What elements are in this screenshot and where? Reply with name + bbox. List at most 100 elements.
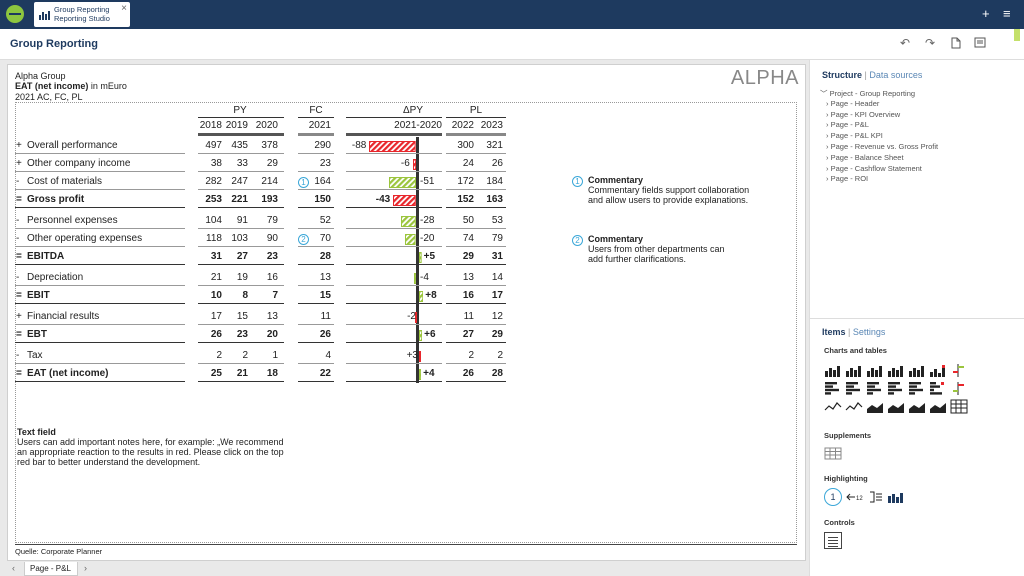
delta-bar[interactable] bbox=[419, 351, 421, 362]
variance-bar-icon[interactable] bbox=[950, 381, 968, 396]
value-arrow-icon[interactable]: 12 bbox=[846, 490, 866, 504]
tree-item[interactable]: › Page - Cashflow Statement bbox=[826, 163, 922, 173]
undo-icon[interactable]: ↶ bbox=[900, 36, 911, 50]
column-chart-icon[interactable] bbox=[887, 363, 905, 378]
control-form-icon[interactable] bbox=[824, 532, 842, 549]
project-tree: ﹀ Project - Group Reporting › Page - Hea… bbox=[820, 88, 938, 185]
bar-chart-icon[interactable] bbox=[824, 381, 842, 396]
cell-py: 20 bbox=[266, 329, 278, 340]
commentary-2[interactable]: Commentary Users from other departments … bbox=[588, 234, 725, 264]
next-page-icon[interactable]: › bbox=[84, 563, 87, 573]
delta-bar[interactable] bbox=[405, 234, 416, 245]
presentation-icon[interactable] bbox=[974, 37, 986, 48]
row-label-text: EAT (net income) bbox=[27, 368, 109, 379]
tree-item[interactable]: › Page - KPI Overview bbox=[826, 109, 901, 119]
column-chart-icon[interactable] bbox=[845, 363, 863, 378]
cell-fc: 26 bbox=[319, 329, 331, 340]
delta-bar[interactable] bbox=[412, 159, 416, 170]
area-chart-icon[interactable] bbox=[929, 399, 947, 414]
table-supplement-icon[interactable] bbox=[824, 447, 842, 460]
cell-py: 378 bbox=[261, 140, 278, 151]
row-operator: + bbox=[16, 311, 22, 322]
delta-bar[interactable] bbox=[419, 369, 422, 380]
cell-pl: 31 bbox=[491, 251, 503, 262]
cell-pl: 300 bbox=[457, 140, 474, 151]
tree-root[interactable]: ﹀ Project - Group Reporting bbox=[820, 88, 938, 99]
delta-bar[interactable] bbox=[419, 330, 423, 341]
bracket-icon[interactable] bbox=[868, 490, 884, 504]
row-label-text: Depreciation bbox=[27, 272, 84, 283]
line-chart-icon[interactable] bbox=[824, 399, 842, 414]
tree-item[interactable]: › Page - Header bbox=[826, 98, 880, 108]
variance-column-icon[interactable] bbox=[950, 363, 968, 378]
delta-bar[interactable] bbox=[393, 195, 416, 206]
cell-py: 214 bbox=[261, 176, 278, 187]
cell-py: 23 bbox=[266, 251, 278, 262]
row-label: + Overall performance bbox=[16, 140, 118, 151]
tree-item[interactable]: › Page - ROI bbox=[826, 174, 869, 184]
menu-icon[interactable]: ≡ bbox=[1003, 6, 1011, 21]
column-chart-icon[interactable] bbox=[824, 363, 842, 378]
waterfall-column-icon[interactable] bbox=[929, 363, 947, 378]
cell-pl: 11 bbox=[463, 311, 474, 322]
delta-label: -28 bbox=[420, 215, 435, 226]
difference-bars-icon[interactable] bbox=[887, 490, 905, 504]
column-chart-icon[interactable] bbox=[908, 363, 926, 378]
tab-data-sources[interactable]: Data sources bbox=[869, 70, 923, 80]
value-arrow-number: 12 bbox=[856, 496, 863, 502]
area-chart-icon[interactable] bbox=[887, 399, 905, 414]
tree-item-label: Page - P&L KPI bbox=[830, 131, 883, 141]
bar-chart-icon[interactable] bbox=[908, 381, 926, 396]
delta-bar[interactable] bbox=[414, 312, 417, 323]
delta-bar[interactable] bbox=[419, 291, 424, 302]
prev-page-icon[interactable]: ‹ bbox=[12, 563, 15, 573]
delta-label: +3 bbox=[406, 350, 418, 361]
group-line bbox=[446, 117, 506, 118]
area-chart-icon[interactable] bbox=[908, 399, 926, 414]
app-logo-icon[interactable] bbox=[6, 5, 24, 23]
tree-item[interactable]: › Page - Balance Sheet bbox=[826, 152, 904, 162]
tree-item[interactable]: › Page - Revenue vs. Gross Profit bbox=[826, 141, 939, 151]
cell-py: 91 bbox=[236, 215, 248, 226]
commentary-badge: 2 bbox=[298, 234, 309, 245]
row-operator: = bbox=[16, 329, 22, 340]
delta-bar[interactable] bbox=[413, 273, 416, 284]
tab-structure[interactable]: Structure bbox=[822, 70, 863, 80]
comment-marker-icon[interactable]: 1 bbox=[824, 488, 842, 506]
row-divider bbox=[15, 342, 185, 343]
page-tab-pl[interactable]: Page - P&L ⌵ bbox=[24, 562, 78, 576]
bar-chart-icon[interactable] bbox=[845, 381, 863, 396]
table-icon[interactable] bbox=[950, 399, 968, 414]
commentary-1[interactable]: Commentary Commentary fields support col… bbox=[588, 175, 749, 205]
group-header-dpy: ΔPY bbox=[402, 105, 424, 116]
cell-py: 21 bbox=[236, 368, 248, 379]
row-label: - Personnel expenses bbox=[16, 215, 118, 226]
add-icon[interactable]: + bbox=[982, 6, 990, 21]
bar-chart-icon[interactable] bbox=[866, 381, 884, 396]
cell-pl: 13 bbox=[462, 272, 474, 283]
close-icon[interactable]: × bbox=[121, 3, 127, 14]
area-chart-icon[interactable] bbox=[866, 399, 884, 414]
report-sheet[interactable]: Alpha Group EAT (net income) in mEuro 20… bbox=[7, 64, 806, 561]
cell-py: 247 bbox=[231, 176, 248, 187]
delta-bar[interactable] bbox=[401, 216, 416, 227]
text-field[interactable]: Text field Users can add important notes… bbox=[17, 427, 287, 467]
document-icon[interactable] bbox=[951, 37, 961, 49]
tree-item[interactable]: › Page - P&L KPI bbox=[826, 131, 883, 141]
cell-pl: 24 bbox=[462, 158, 474, 169]
delta-bar[interactable] bbox=[369, 141, 416, 152]
line-chart-icon[interactable] bbox=[845, 399, 863, 414]
bar-chart-icon[interactable] bbox=[887, 381, 905, 396]
tab-items[interactable]: Items bbox=[822, 327, 846, 337]
redo-icon[interactable]: ↷ bbox=[925, 36, 936, 50]
waterfall-bar-icon[interactable] bbox=[929, 381, 947, 396]
delta-bar[interactable] bbox=[419, 252, 422, 263]
delta-bar[interactable] bbox=[388, 177, 416, 188]
chevron-down-icon[interactable]: ﹀ bbox=[820, 89, 828, 98]
tab-settings[interactable]: Settings bbox=[852, 327, 886, 337]
cell-py: 79 bbox=[266, 215, 278, 226]
column-chart-icon[interactable] bbox=[866, 363, 884, 378]
row-label-text: Financial results bbox=[27, 311, 100, 322]
document-tab[interactable]: Group Reporting Reporting Studio × bbox=[34, 2, 130, 27]
tree-item[interactable]: › Page - P&L bbox=[826, 120, 869, 130]
